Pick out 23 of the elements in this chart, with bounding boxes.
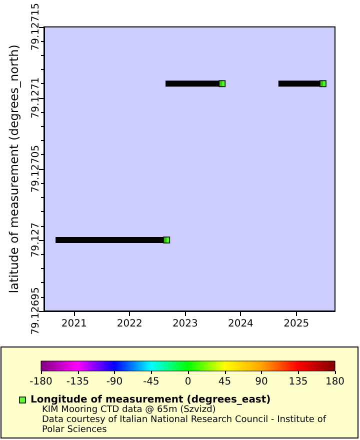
- x-tick-label: 2021: [61, 318, 87, 330]
- x-tick-label: 2023: [172, 318, 198, 330]
- color-bar-label: -90: [106, 376, 123, 388]
- x-tick-label: 2022: [116, 318, 142, 330]
- y-tick-label: 79.12695: [30, 287, 42, 335]
- y-tick-label: 79.12705: [30, 145, 42, 193]
- color-bar-label: 135: [288, 376, 308, 388]
- color-bar-label: 45: [218, 376, 232, 388]
- text: KIM Mooring CTD data @ 65m (Szvizd): [42, 405, 216, 415]
- color-bar-label: 180: [325, 376, 345, 388]
- y-tick-label: 79.127: [30, 222, 42, 258]
- y-tick-label: 79.1271: [30, 77, 42, 119]
- y-tick-label: 79.12715: [30, 3, 42, 51]
- color-bar-label: -180: [30, 376, 52, 388]
- legend-label: Longitude of measurement (degrees_east): [30, 394, 271, 406]
- x-tick-label: 2025: [284, 318, 310, 330]
- text: Data courtesy of Italian National Research Council - Institute of Polar Sciences: [42, 415, 329, 435]
- x-tick-label: 2024: [228, 318, 254, 330]
- color-bar-label: 90: [255, 376, 268, 388]
- color-bar-label: -45: [143, 376, 160, 388]
- color-bar-label: -135: [66, 376, 90, 388]
- color-bar-label: 0: [184, 376, 192, 388]
- y-axis-title: latitude of measurement (degrees_north): [7, 44, 21, 294]
